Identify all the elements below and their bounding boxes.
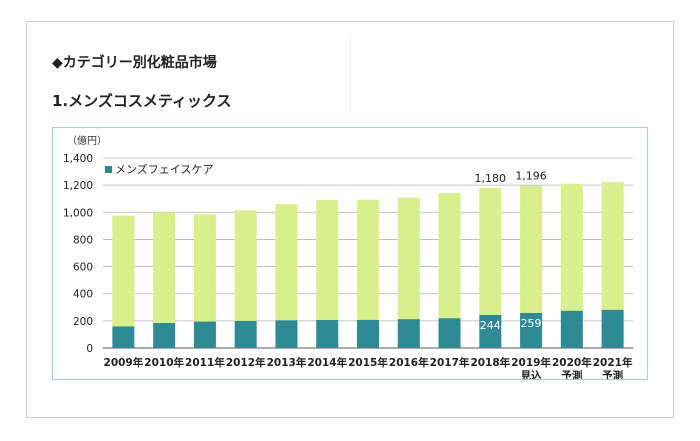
y-tick-label: 200 [73,316,93,328]
total-label: 1,196 [515,170,547,183]
bar-face-care [316,319,339,348]
bar-other [438,193,461,319]
column-divider [350,36,351,111]
bar-other [520,185,543,313]
x-tick-label: 2021年 [593,356,633,369]
bar-face-care [357,319,379,348]
y-tick-label: 600 [73,262,93,274]
x-axis: 2009年 2010年 2011年 2012年 2013年 2014年 2015年 2016年… [104,356,633,382]
bar-other [357,199,379,320]
x-tick-label: 2010年 [144,356,184,369]
bar-face-care [479,314,502,348]
bar-other [601,182,624,310]
x-tick-label: 2019年 [511,356,551,369]
total-label: 1,180 [475,172,507,185]
bar-face-care [234,320,257,348]
bar-face-care [520,312,543,348]
bar-face-care [153,322,176,348]
x-tick-label: 2015年 [348,356,388,369]
bar-other [275,204,298,321]
y-tick-label: 1,200 [63,180,93,192]
x-tick-label: 2009年 [104,356,144,369]
x-tick-sublabel: 予測 [561,369,582,379]
x-tick-label: 2017年 [430,356,470,369]
x-tick-sublabel: 予測 [602,369,623,379]
bar-other [153,212,176,323]
x-tick-label: 2018年 [470,356,510,369]
y-tick-label: 0 [86,343,93,355]
y-axis-label: （億円） [67,134,107,147]
x-tick-label: 2016年 [389,356,429,369]
x-tick-sublabel: 見込 [520,369,543,379]
x-tick-label: 2012年 [226,356,266,369]
legend-swatch [105,166,112,173]
y-axis: 0 200 400 600 800 1,000 1,200 1,400 [63,153,93,355]
y-tick-label: 800 [73,234,93,246]
bar-face-care [397,319,420,348]
bar-other [234,210,257,321]
bar-other [193,214,216,322]
x-tick-label: 2014年 [307,356,347,369]
y-tick-label: 1,400 [63,153,93,165]
bar-face-care [193,321,216,348]
market-bar-chart: 1,180 244 1,196 259 0 200 400 600 800 1,000 1,200… [63,134,633,382]
bar-other [316,199,339,320]
face-care-value-label: 244 [480,319,501,332]
bar-face-care [112,326,135,348]
x-tick-label: 2011年 [185,356,225,369]
bar-face-care [601,309,624,348]
bar-other [112,215,135,327]
bar-other [560,183,583,311]
bar-face-care [275,320,298,348]
subsection-heading: 1.メンズコスメティックス [52,92,232,110]
x-tick-label: 2013年 [267,356,307,369]
bar-other [397,197,420,320]
section-heading: ◆カテゴリー別化粧品市場 [52,55,217,71]
y-tick-label: 1,000 [63,207,93,219]
y-tick-label: 400 [73,289,93,301]
legend-label: メンズフェイスケア [115,162,213,176]
bars: 1,180 244 1,196 259 [112,170,624,348]
x-tick-label: 2020年 [552,356,592,369]
face-care-value-label: 259 [521,317,542,330]
bar-other [479,187,502,315]
bar-face-care [560,310,583,348]
bar-face-care [438,318,461,348]
chart-container: 1,180 244 1,196 259 0 200 400 600 800 1,000 1,200… [52,127,648,382]
